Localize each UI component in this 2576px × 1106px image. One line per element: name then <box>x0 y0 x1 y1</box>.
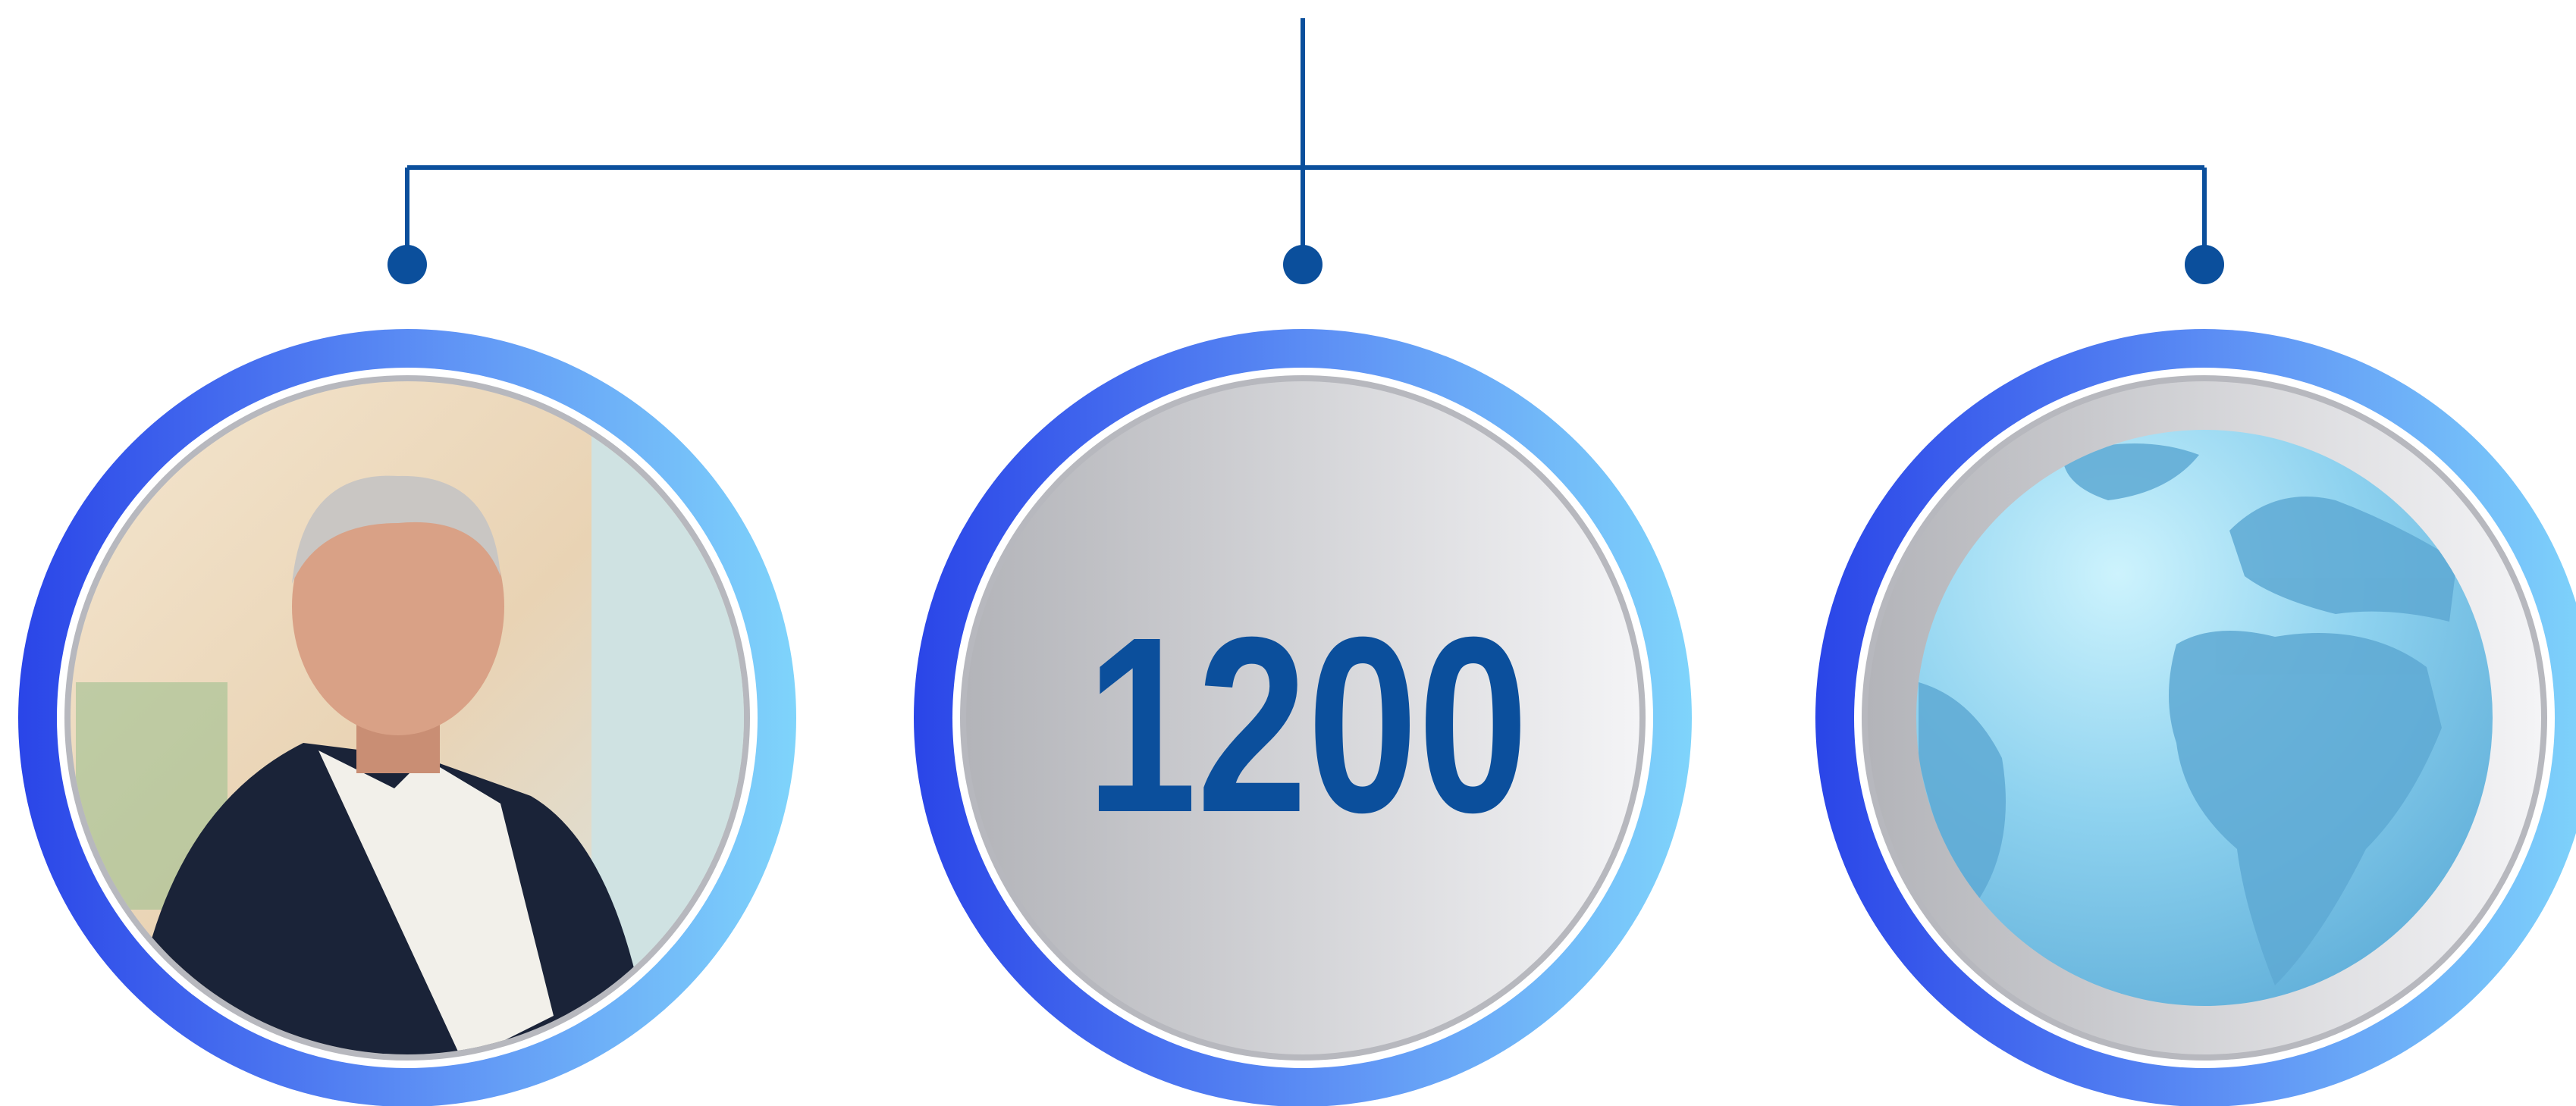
connector-dots <box>387 245 2224 284</box>
number-label: 1200 <box>1087 584 1529 864</box>
connector <box>407 18 2204 258</box>
photo-node <box>18 329 796 1106</box>
number-node: 1200 <box>914 329 1692 1106</box>
globe-node <box>1815 329 2576 1106</box>
diagram: 1200 <box>0 0 2576 1106</box>
